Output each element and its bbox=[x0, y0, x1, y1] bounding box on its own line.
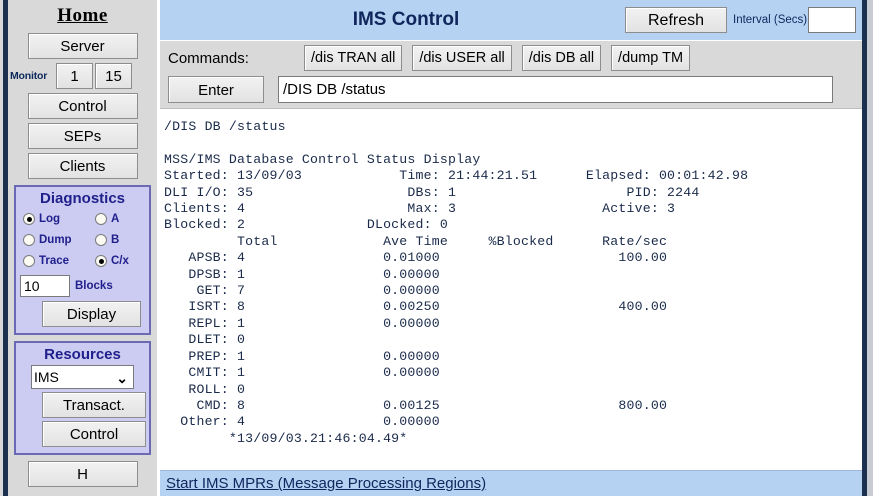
main-content: IMS Control Refresh Interval (Secs) Comm… bbox=[160, 0, 862, 496]
diagnostics-radio-group: Log A Dump B Trace bbox=[16, 209, 149, 271]
radio-icon[interactable] bbox=[95, 213, 107, 225]
radio-icon[interactable] bbox=[95, 255, 107, 267]
output-console[interactable]: /DIS DB /status MSS/IMS Database Control… bbox=[160, 109, 862, 443]
commands-label: Commands: bbox=[168, 49, 249, 67]
sidebar-button-server[interactable]: Server bbox=[27, 33, 138, 59]
sidebar-button-control[interactable]: Control bbox=[27, 93, 138, 119]
radio-label: Dump bbox=[39, 234, 72, 246]
diagnostics-title: Diagnostics bbox=[39, 190, 126, 207]
blocks-input[interactable] bbox=[20, 275, 70, 297]
radio-option-cx[interactable]: C/x bbox=[95, 251, 153, 271]
command-button-dump-tm[interactable]: /dump TM bbox=[611, 45, 691, 71]
resources-select[interactable]: IMS ⌄ bbox=[31, 365, 134, 389]
window-left-edge bbox=[0, 0, 3, 496]
page-title: IMS Control bbox=[352, 9, 460, 30]
resources-title: Resources bbox=[44, 346, 121, 363]
monitor-button-15[interactable]: 15 bbox=[95, 63, 132, 89]
resources-select-value: IMS bbox=[34, 369, 59, 385]
command-entry-row: Enter bbox=[160, 76, 862, 103]
blocks-row: Blocks bbox=[20, 275, 149, 297]
radio-option-trace[interactable]: Trace bbox=[23, 251, 95, 271]
monitor-button-1[interactable]: 1 bbox=[56, 63, 93, 89]
refresh-button[interactable]: Refresh bbox=[625, 7, 727, 33]
radio-icon[interactable] bbox=[23, 234, 35, 246]
resources-panel: Resources IMS ⌄ Transact. Control bbox=[14, 341, 151, 455]
interval-label: Interval (Secs) bbox=[733, 14, 808, 26]
radio-label: Trace bbox=[39, 255, 70, 267]
command-button-dis-db-all[interactable]: /dis DB all bbox=[521, 45, 602, 71]
window-right-edge bbox=[867, 0, 873, 496]
diagnostics-panel: Diagnostics Log A Dump B bbox=[14, 185, 151, 335]
status-link-start-ims-mprs[interactable]: Start IMS MPRs (Message Processing Regio… bbox=[166, 475, 487, 492]
radio-label: B bbox=[111, 234, 120, 246]
resources-button-transact[interactable]: Transact. bbox=[42, 392, 146, 418]
command-button-dis-user-all[interactable]: /dis USER all bbox=[412, 45, 512, 71]
sidebar-button-seps[interactable]: SEPs bbox=[27, 123, 138, 149]
radio-label: C/x bbox=[111, 255, 129, 267]
interval-input[interactable] bbox=[808, 7, 856, 33]
sidebar-button-partial[interactable]: H bbox=[27, 461, 138, 487]
home-title: Home bbox=[57, 5, 108, 26]
chevron-down-icon: ⌄ bbox=[116, 370, 128, 386]
monitor-label: Monitor bbox=[10, 70, 48, 82]
right-scroll-rail[interactable] bbox=[862, 0, 867, 496]
command-bar: Commands: /dis TRAN all /dis USER all /d… bbox=[160, 41, 862, 109]
title-bar: IMS Control Refresh Interval (Secs) bbox=[160, 0, 862, 41]
sidebar: Home Server Monitor 1 15 Control SEPs Cl… bbox=[8, 0, 157, 496]
radio-option-log[interactable]: Log bbox=[23, 209, 95, 229]
radio-icon[interactable] bbox=[23, 255, 35, 267]
radio-option-a[interactable]: A bbox=[95, 209, 153, 229]
radio-icon[interactable] bbox=[95, 234, 107, 246]
output-text: /DIS DB /status MSS/IMS Database Control… bbox=[164, 119, 749, 443]
display-button[interactable]: Display bbox=[42, 301, 141, 327]
resources-button-control[interactable]: Control bbox=[42, 421, 146, 447]
radio-option-dump[interactable]: Dump bbox=[23, 230, 95, 250]
radio-option-b[interactable]: B bbox=[95, 230, 153, 250]
command-input[interactable] bbox=[278, 76, 833, 103]
command-quick-row: Commands: /dis TRAN all /dis USER all /d… bbox=[160, 45, 862, 71]
radio-label: A bbox=[111, 213, 120, 225]
radio-label: Log bbox=[39, 213, 61, 225]
sidebar-button-clients[interactable]: Clients bbox=[27, 153, 138, 179]
monitor-row: Monitor 1 15 bbox=[8, 63, 157, 89]
status-bar: Start IMS MPRs (Message Processing Regio… bbox=[160, 470, 862, 496]
radio-icon[interactable] bbox=[23, 213, 35, 225]
left-scroll-rail[interactable] bbox=[3, 0, 8, 496]
enter-button[interactable]: Enter bbox=[168, 76, 264, 103]
command-button-dis-tran-all[interactable]: /dis TRAN all bbox=[304, 45, 403, 71]
blocks-label: Blocks bbox=[75, 280, 113, 292]
